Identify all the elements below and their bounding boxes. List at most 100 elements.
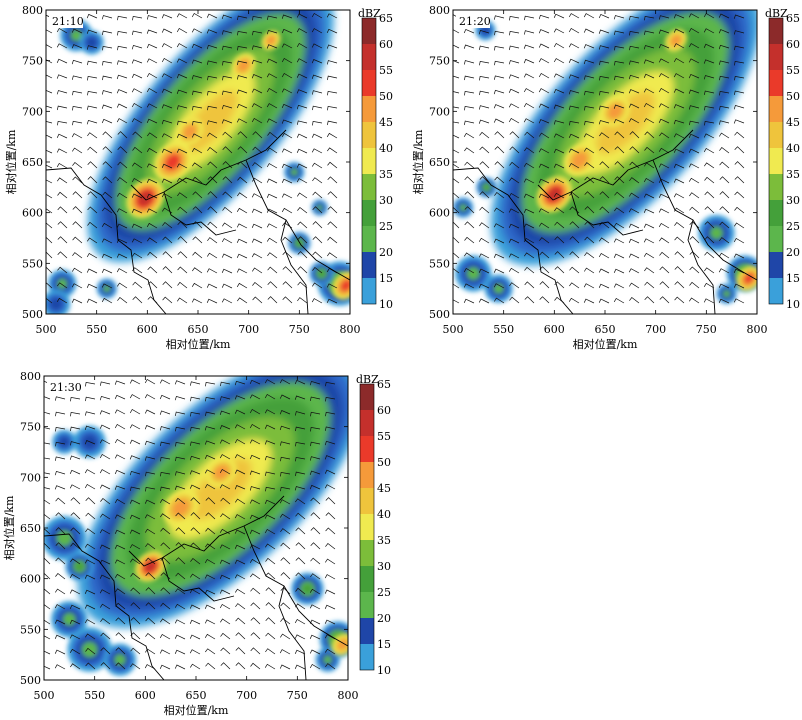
wind-barb: [296, 43, 308, 49]
wind-barb: [159, 649, 171, 655]
wind-barb: [249, 470, 261, 475]
wind-barb: [688, 58, 700, 64]
wind-barb: [264, 424, 276, 430]
wind-barb: [55, 512, 66, 520]
echo-cell: [290, 168, 298, 176]
wind-barb: [69, 441, 81, 446]
wind-barb: [523, 162, 535, 169]
axis-ticks: [452, 9, 758, 315]
wind-barb: [131, 59, 143, 64]
colorbar-unit: dBZ: [358, 7, 381, 20]
boundary-line: [453, 167, 574, 314]
wind-barb: [46, 222, 53, 229]
colorbar-swatch: [360, 540, 374, 566]
wind-barb: [190, 426, 201, 432]
y-tick-label: 650: [20, 522, 41, 535]
wind-barb: [598, 105, 610, 110]
wind-barb: [102, 75, 113, 81]
wind-barb: [145, 486, 156, 492]
wind-barb: [718, 13, 730, 19]
wind-barb: [87, 75, 98, 81]
y-tick-labels: 500 550 600 650 700 750 800: [22, 4, 43, 321]
wind-barb: [267, 296, 278, 304]
wind-barb: [236, 75, 248, 80]
wind-barb: [44, 542, 51, 550]
wind-barb: [85, 512, 96, 520]
wind-barb: [160, 602, 171, 610]
wind-barb: [629, 15, 640, 21]
wind-barb: [325, 663, 336, 670]
wind-barb: [311, 28, 323, 34]
wind-barb: [129, 455, 141, 460]
wind-barb: [221, 90, 233, 95]
wind-barb: [569, 282, 580, 289]
wind-barb: [55, 527, 66, 535]
wind-barb: [734, 45, 745, 51]
wind-barb: [628, 103, 640, 109]
wind-barb: [204, 633, 216, 640]
wind-barb: [453, 283, 460, 289]
wind-barb: [175, 512, 186, 520]
wind-barb: [613, 15, 625, 20]
wind-barb: [613, 30, 625, 35]
wind-barb: [207, 252, 218, 259]
wind-barb: [703, 28, 715, 34]
colorbar: dBZ 10 15 20 25 30 35 40 45 50 55 60 65: [765, 7, 800, 311]
wind-barb: [297, 236, 308, 244]
wind-barb: [538, 73, 550, 79]
wind-barb: [673, 133, 685, 139]
wind-barb: [280, 542, 291, 550]
wind-barb: [237, 146, 248, 154]
wind-barb: [250, 662, 261, 670]
wind-barb: [252, 162, 263, 169]
wind-barb: [734, 161, 745, 169]
wind-barb: [718, 60, 730, 65]
x-tick-label: 700: [645, 323, 666, 336]
wind-barb: [174, 649, 186, 655]
wind-barb: [310, 557, 321, 565]
wind-barb: [44, 572, 51, 580]
wind-barb: [584, 191, 595, 199]
colorbar-swatch: [360, 618, 374, 644]
wind-barb: [508, 223, 520, 229]
wind-barb: [643, 73, 655, 79]
echo-cores: [135, 457, 348, 656]
wind-barb: [568, 133, 580, 139]
wind-barb: [282, 266, 293, 274]
wind-barb: [56, 133, 68, 139]
wind-barb: [643, 223, 655, 229]
wind-barb: [523, 208, 535, 214]
wind-barb: [206, 298, 218, 304]
wind-barb: [130, 558, 141, 565]
wind-barb: [249, 439, 261, 445]
wind-barb: [598, 29, 610, 34]
wind-barb: [453, 299, 460, 304]
colorbar-swatch: [360, 514, 374, 540]
wind-barb: [234, 409, 246, 415]
wind-barb: [84, 619, 96, 625]
wind-barb: [719, 221, 730, 229]
wind-barb: [162, 266, 173, 274]
wind-barb: [144, 440, 156, 446]
wind-barb: [629, 131, 640, 139]
wind-barb: [267, 147, 278, 154]
time-label-box: [47, 379, 81, 394]
wind-barb: [324, 589, 336, 595]
wind-barb: [659, 281, 670, 289]
wind-barb: [116, 268, 128, 274]
wind-barb: [56, 74, 68, 79]
wind-barb: [207, 105, 218, 111]
wind-barb: [192, 176, 203, 184]
y-tick-label: 600: [429, 207, 450, 220]
wind-barb: [583, 298, 595, 304]
wind-barb: [44, 472, 51, 475]
wind-barb: [327, 206, 338, 214]
wind-barb: [523, 118, 535, 124]
x-axis-label: 相对位置/km: [573, 337, 638, 351]
wind-barb: [493, 238, 505, 244]
wind-barb: [553, 28, 565, 34]
wind-barb: [131, 44, 143, 50]
x-tick-labels: 500 550 600 650 700 750 800: [36, 323, 361, 336]
wind-barb: [453, 252, 460, 259]
wind-barb: [160, 456, 171, 462]
